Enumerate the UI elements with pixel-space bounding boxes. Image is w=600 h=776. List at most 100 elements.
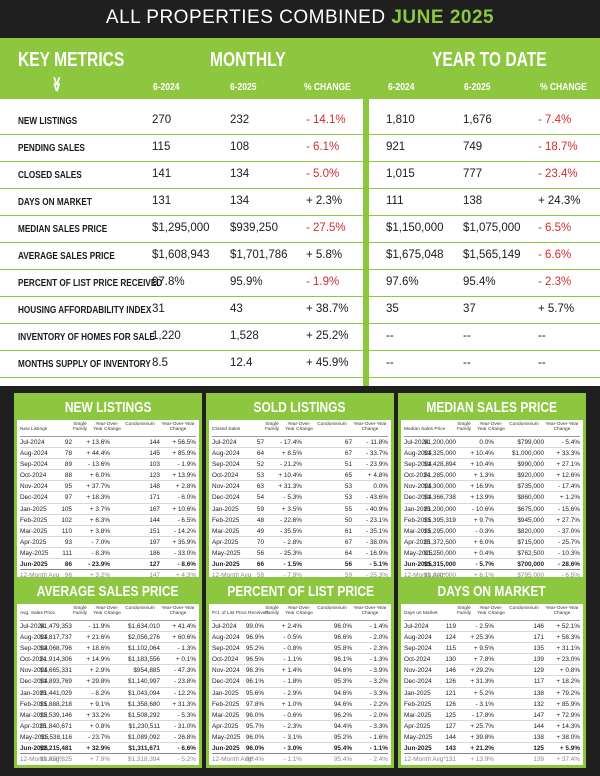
- table-cell: - 17.4%: [557, 483, 580, 491]
- table-row: Apr-2025 93 - 7.0% 197 + 35.9%: [20, 537, 196, 548]
- table-cell: 121: [445, 689, 456, 697]
- panel-table: Closed Sales Single Family Year-Over-Year …: [209, 420, 391, 581]
- table-cell: $1,318,394: [128, 756, 160, 764]
- table-cell: - 8.3%: [91, 549, 110, 557]
- table-row: Dec-2024 54 - 5.3% 53 - 43.6%: [212, 492, 388, 504]
- table-cell: $1,183,556: [128, 656, 160, 664]
- panel-title: PERCENT OF LIST PRICE: [209, 580, 391, 604]
- table-cell: + 13.9%: [172, 472, 196, 480]
- table-cell: + 31.3%: [172, 700, 196, 708]
- metric-value-m1: 97.8%: [152, 276, 185, 288]
- panel-days-on-market: DAYS ON MARKET Days on Market Single Fami…: [398, 577, 586, 769]
- table-cell: Jan-2025: [404, 505, 431, 513]
- metric-label: PENDING SALES: [18, 142, 85, 154]
- table-cell: 49: [256, 527, 264, 535]
- metric-label: PERCENT OF LIST PRICE RECEIVED: [18, 277, 163, 289]
- table-cell: Mar-2025: [404, 527, 432, 535]
- table-cell: $1,358,680: [128, 700, 160, 708]
- table-cell: 130: [445, 656, 456, 664]
- table-cell: + 72.9%: [556, 711, 580, 719]
- row-divider: [0, 242, 600, 243]
- table-cell: - 3.1%: [475, 700, 494, 708]
- table-cell: + 16.9%: [470, 483, 494, 491]
- table-cell: - 5.2%: [177, 756, 196, 764]
- metric-value-mc: + 2.3%: [306, 195, 343, 207]
- table-cell: 96.2%: [333, 711, 352, 719]
- table-cell: $1,230,511: [128, 722, 160, 730]
- table-cell: - 7.0%: [91, 538, 110, 546]
- table-cell: + 3.8%: [89, 527, 110, 535]
- table-cell: 88: [64, 472, 72, 480]
- table-cell: + 79.2%: [556, 689, 580, 697]
- table-cell: May-2025: [20, 549, 49, 557]
- column-header: Pct. of List Price Received: [212, 611, 268, 616]
- metric-value-y1: --: [386, 357, 394, 369]
- table-cell: Dec-2024: [404, 494, 432, 502]
- table-row: Sep-2024 52 - 21.2% 51 - 23.9%: [212, 459, 388, 471]
- metric-value-y2: --: [463, 357, 471, 369]
- table-row: Sep-2024 115 + 9.5% 135 + 31.1%: [404, 643, 580, 655]
- table-row: Nov-2024 96.3% + 1.4% 94.6% - 3.9%: [212, 665, 388, 677]
- table-cell: + 4.8%: [367, 472, 388, 480]
- table-row: Oct-2024 $1,285,000 + 1.3% $920,000 + 12.6%: [404, 470, 580, 482]
- metric-value-m1: 8.5: [152, 357, 168, 369]
- table-cell: 94.6%: [333, 700, 352, 708]
- table-row: Aug-2024 64 + 8.5% 67 - 33.7%: [212, 448, 388, 460]
- table-cell: - 5.7%: [475, 561, 494, 569]
- table-cell: 147: [533, 711, 544, 719]
- table-cell: - 7.9%: [283, 572, 302, 580]
- table-row: Oct-2024 $1,914,306 + 14.9% $1,183,556 + 0.1…: [20, 654, 196, 666]
- table-cell: - 2.0%: [369, 634, 388, 642]
- panel-table: Median Sales Price Single Family Year-Over…: [401, 420, 583, 581]
- table-cell: + 10.4%: [470, 450, 494, 458]
- table-cell: $1,888,218: [40, 700, 72, 708]
- table-row: 12-Month Avg* $1,850,825 + 7.9% $1,318,394 -…: [20, 754, 196, 765]
- metric-label: AVERAGE SALES PRICE: [18, 250, 115, 262]
- table-cell: Mar-2025: [212, 711, 240, 719]
- table-cell: 110: [61, 527, 72, 535]
- table-cell: 146: [533, 623, 544, 630]
- table-cell: 105: [61, 505, 72, 513]
- table-cell: 12-Month Avg: [212, 572, 252, 580]
- table-cell: 186: [149, 549, 160, 557]
- table-cell: + 5.2%: [473, 689, 494, 697]
- table-cell: - 28.6%: [557, 561, 580, 569]
- metric-value-m2: 43: [230, 303, 243, 315]
- table-cell: + 6.0%: [89, 472, 110, 480]
- table-cell: - 11.9%: [88, 623, 110, 630]
- table-cell: $1,250,000: [424, 549, 456, 557]
- table-row: Mar-2025 96.0% - 0.6% 96.2% - 2.0%: [212, 710, 388, 721]
- table-cell: 12-Month Avg*: [212, 756, 254, 764]
- metric-value-m1: $1,295,000: [152, 222, 210, 234]
- metric-value-mc: - 5.0%: [306, 168, 340, 180]
- table-cell: Apr-2025: [404, 538, 431, 546]
- page-header: ALL PROPERTIES COMBINED JUNE 2025: [0, 0, 600, 36]
- panel-title: SOLD LISTINGS: [209, 396, 391, 420]
- table-cell: + 56.5%: [172, 439, 196, 446]
- table-row: Feb-2025 126 - 3.1% 132 + 85.9%: [404, 699, 580, 710]
- table-cell: - 3.2%: [369, 678, 388, 686]
- column-header: Single Family: [264, 606, 280, 616]
- section-divider: [363, 38, 369, 386]
- table-cell: 12-Month Avg*: [20, 756, 62, 764]
- table-cell: Feb-2025: [212, 516, 240, 524]
- table-cell: + 10.6%: [172, 505, 196, 513]
- table-cell: $920,000: [517, 472, 544, 480]
- table-cell: + 31.3%: [470, 678, 494, 686]
- table-cell: + 3.7%: [89, 505, 110, 513]
- table-cell: 12-Month Avg: [20, 572, 60, 580]
- table-cell: 95.2%: [333, 733, 352, 741]
- table-cell: + 7.9%: [89, 756, 110, 764]
- table-cell: + 38.0%: [556, 733, 580, 741]
- table-cell: 67: [344, 450, 352, 458]
- table-cell: 96.0%: [333, 623, 352, 630]
- table-cell: 102: [61, 516, 72, 524]
- table-row: Mar-2025 $1,295,000 - 0.3% $820,000 - 37.0%: [404, 526, 580, 537]
- table-cell: - 3.9%: [369, 667, 388, 675]
- table-cell: Feb-2025: [404, 516, 432, 524]
- table-cell: Aug-2024: [212, 450, 240, 458]
- table-row: Dec-2024 96.1% - 1.8% 95.3% - 3.2%: [212, 676, 388, 688]
- table-cell: 144: [149, 516, 160, 524]
- table-cell: $2,539,146: [40, 711, 72, 719]
- table-cell: + 4.3%: [175, 572, 196, 580]
